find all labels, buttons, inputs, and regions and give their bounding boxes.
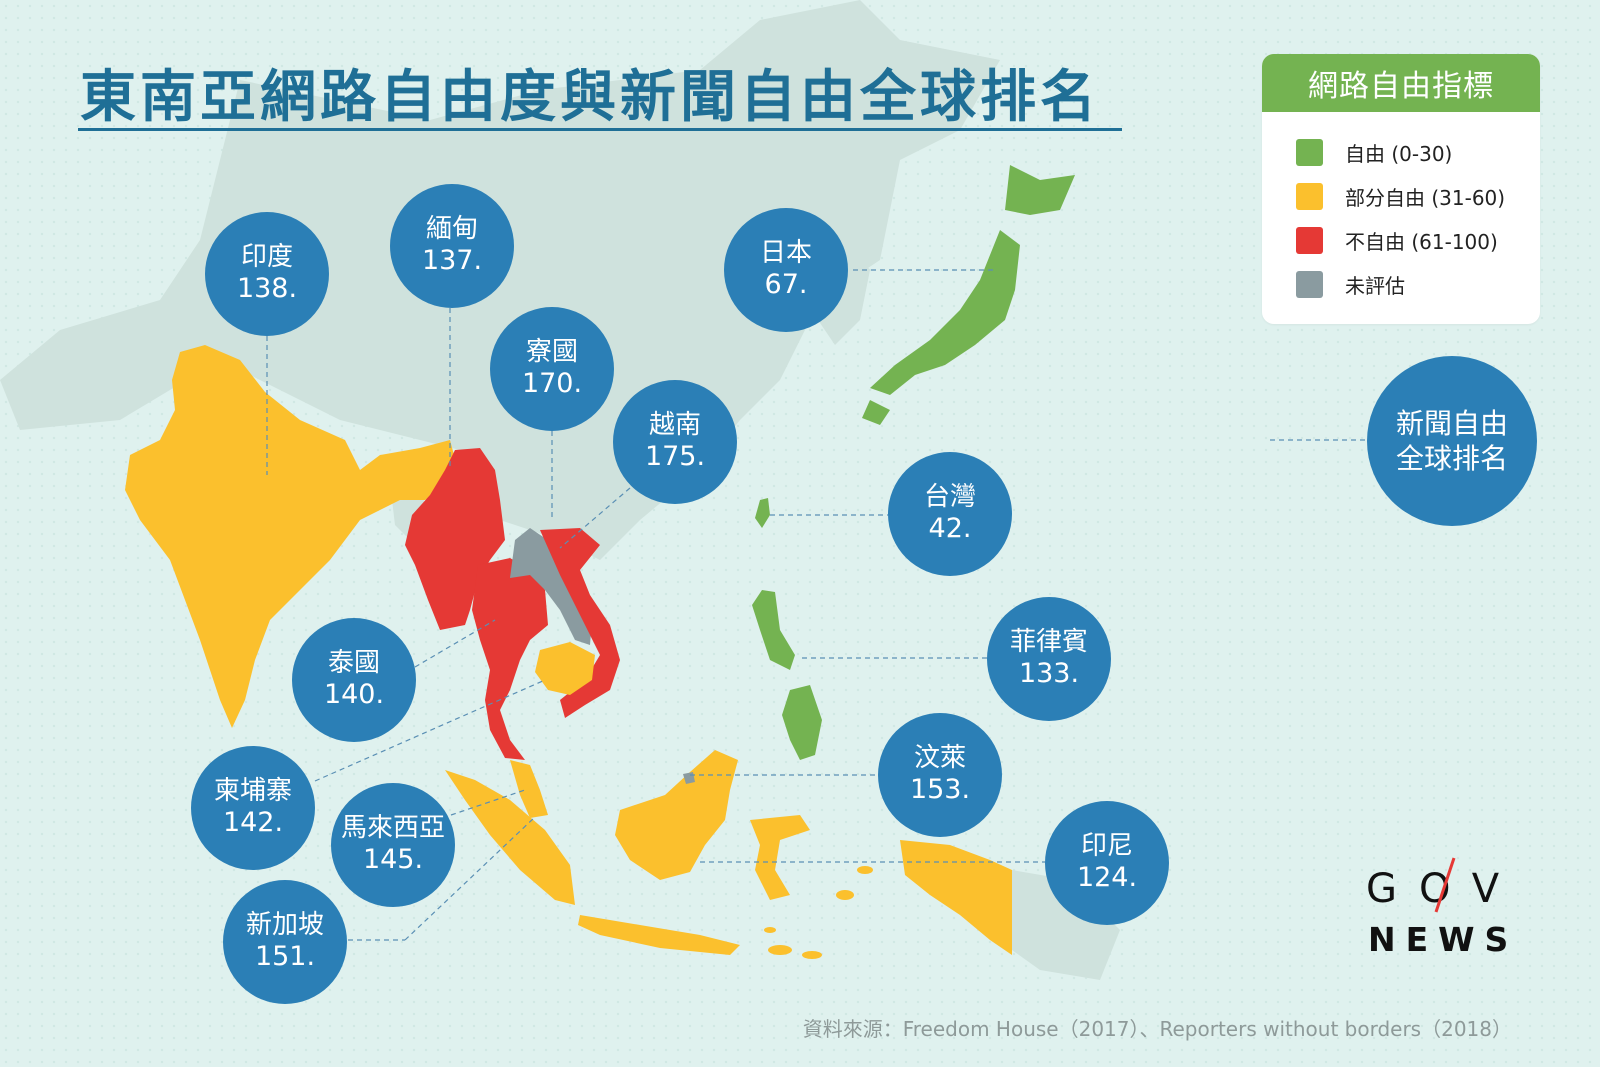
country-name: 越南 bbox=[648, 410, 701, 441]
country-rank: 67. bbox=[764, 269, 808, 301]
legend-item-free: 自由 (0-30) bbox=[1296, 138, 1452, 167]
badge-brunei: 汶萊 153. bbox=[878, 713, 1002, 837]
legend-item-partly-free: 部分自由 (31-60) bbox=[1296, 182, 1505, 211]
country-rank: 133. bbox=[1018, 658, 1080, 690]
country-name: 台灣 bbox=[923, 482, 976, 513]
title-underline bbox=[78, 128, 1122, 131]
region-vietnam bbox=[540, 528, 620, 718]
badge-philippines: 菲律賓 133. bbox=[987, 597, 1111, 721]
press-freedom-label: 新聞自由 全球排名 bbox=[1367, 356, 1537, 526]
legend-swatch bbox=[1296, 227, 1323, 254]
badge-japan: 日本 67. bbox=[724, 208, 848, 332]
badge-malaysia: 馬來西亞 145. bbox=[331, 783, 455, 907]
region-borneo bbox=[615, 750, 738, 880]
logo-slash-icon bbox=[1434, 857, 1456, 913]
legend-swatch bbox=[1296, 139, 1323, 166]
leader-lines bbox=[266, 269, 1367, 941]
country-rank: 140. bbox=[323, 679, 385, 711]
logo-gov-text: GOV bbox=[1366, 866, 1521, 912]
badge-thailand: 泰國 140. bbox=[292, 618, 416, 742]
country-name: 日本 bbox=[759, 238, 812, 269]
country-name: 菲律賓 bbox=[1009, 627, 1088, 658]
country-rank: 42. bbox=[928, 513, 972, 545]
region-taiwan bbox=[755, 498, 770, 528]
legend-title: 網路自由指標 bbox=[1262, 54, 1540, 112]
country-rank: 138. bbox=[236, 273, 298, 305]
region-myanmar bbox=[405, 448, 505, 630]
region-laos bbox=[510, 528, 592, 645]
small-islands bbox=[764, 866, 873, 959]
badge-vietnam: 越南 175. bbox=[613, 380, 737, 504]
legend-swatch bbox=[1296, 271, 1323, 298]
badge-laos: 寮國 170. bbox=[490, 307, 614, 431]
press-freedom-line1: 新聞自由 bbox=[1395, 407, 1508, 440]
legend-swatch bbox=[1296, 183, 1323, 210]
country-name: 印度 bbox=[240, 242, 293, 273]
legend-label: 部分自由 (31-60) bbox=[1345, 186, 1506, 210]
region-sulawesi bbox=[750, 815, 810, 900]
legend-label: 不自由 (61-100) bbox=[1345, 230, 1498, 254]
legend-label: 未評估 bbox=[1345, 274, 1405, 298]
country-rank: 153. bbox=[909, 774, 971, 806]
legend-label: 自由 (0-30) bbox=[1345, 142, 1453, 166]
region-sumatra bbox=[445, 770, 575, 905]
badge-myanmar: 緬甸 137. bbox=[390, 184, 514, 308]
source-note: 資料來源：Freedom House（2017）、Reporters witho… bbox=[802, 1017, 1512, 1041]
country-name: 緬甸 bbox=[425, 214, 478, 245]
legend-item-not-free: 不自由 (61-100) bbox=[1296, 226, 1498, 255]
region-java bbox=[578, 915, 740, 955]
country-rank: 175. bbox=[644, 441, 706, 473]
badge-taiwan: 台灣 42. bbox=[888, 452, 1012, 576]
badge-indonesia: 印尼 124. bbox=[1045, 801, 1169, 925]
country-rank: 137. bbox=[421, 245, 483, 277]
landmass-papua bbox=[1012, 870, 1120, 980]
country-name: 馬來西亞 bbox=[340, 813, 445, 844]
region-cambodia bbox=[535, 642, 595, 695]
country-name: 新加坡 bbox=[245, 910, 324, 941]
country-rank: 142. bbox=[222, 807, 284, 839]
country-name: 汶萊 bbox=[913, 743, 966, 774]
region-japan bbox=[862, 165, 1075, 425]
badge-india: 印度 138. bbox=[205, 212, 329, 336]
region-philippines bbox=[752, 590, 822, 760]
country-rank: 145. bbox=[362, 844, 424, 876]
region-india bbox=[125, 345, 458, 728]
govnews-logo: GOV NEWS bbox=[1366, 857, 1519, 976]
country-rank: 124. bbox=[1076, 862, 1138, 894]
country-rank: 151. bbox=[254, 941, 316, 973]
page-title: 東南亞網路自由度與新聞自由全球排名 bbox=[80, 65, 1100, 130]
legend-item-not-rated: 未評估 bbox=[1296, 270, 1405, 299]
badge-singapore: 新加坡 151. bbox=[223, 880, 347, 1004]
badge-cambodia: 柬埔寨 142. bbox=[191, 746, 315, 870]
logo-news-text: NEWS bbox=[1368, 920, 1519, 959]
country-name: 柬埔寨 bbox=[213, 776, 292, 807]
country-name: 寮國 bbox=[525, 337, 578, 368]
region-thailand bbox=[472, 558, 548, 760]
country-rank: 170. bbox=[521, 368, 583, 400]
press-freedom-line2: 全球排名 bbox=[1395, 442, 1508, 475]
region-malaysia-peninsula bbox=[510, 760, 548, 818]
region-papua bbox=[900, 840, 1012, 955]
legend: 網路自由指標 自由 (0-30) 部分自由 (31-60) 不自由 (61-10… bbox=[1262, 54, 1540, 324]
country-name: 印尼 bbox=[1080, 831, 1133, 862]
country-name: 泰國 bbox=[327, 648, 380, 679]
